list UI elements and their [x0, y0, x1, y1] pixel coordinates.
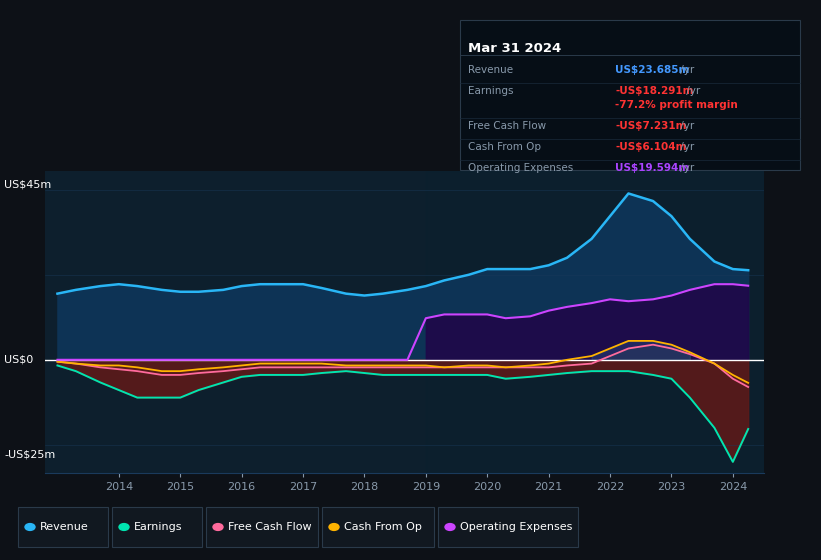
Text: -US$18.291m: -US$18.291m — [615, 86, 694, 96]
Text: US$19.594m: US$19.594m — [615, 163, 690, 173]
Text: /yr: /yr — [677, 65, 695, 75]
Text: Operating Expenses: Operating Expenses — [460, 522, 572, 532]
Bar — [426, 171, 764, 473]
Text: Mar 31 2024: Mar 31 2024 — [468, 42, 562, 55]
Text: /yr: /yr — [677, 121, 695, 131]
Text: -US$25m: -US$25m — [4, 449, 55, 459]
Text: US$23.685m: US$23.685m — [615, 65, 690, 75]
Text: /yr: /yr — [677, 163, 695, 173]
Text: US$0: US$0 — [4, 355, 34, 365]
Text: /yr: /yr — [683, 86, 700, 96]
Text: Earnings: Earnings — [468, 86, 513, 96]
Text: Free Cash Flow: Free Cash Flow — [228, 522, 312, 532]
Text: Cash From Op: Cash From Op — [468, 142, 541, 152]
Text: -77.2% profit margin: -77.2% profit margin — [615, 100, 738, 110]
Text: US$45m: US$45m — [4, 180, 52, 190]
Text: Revenue: Revenue — [40, 522, 89, 532]
Text: Cash From Op: Cash From Op — [344, 522, 422, 532]
Text: Earnings: Earnings — [134, 522, 182, 532]
Text: Free Cash Flow: Free Cash Flow — [468, 121, 546, 131]
Text: /yr: /yr — [677, 142, 695, 152]
Text: -US$6.104m: -US$6.104m — [615, 142, 686, 152]
Text: Operating Expenses: Operating Expenses — [468, 163, 573, 173]
Text: -US$7.231m: -US$7.231m — [615, 121, 686, 131]
Text: Revenue: Revenue — [468, 65, 513, 75]
